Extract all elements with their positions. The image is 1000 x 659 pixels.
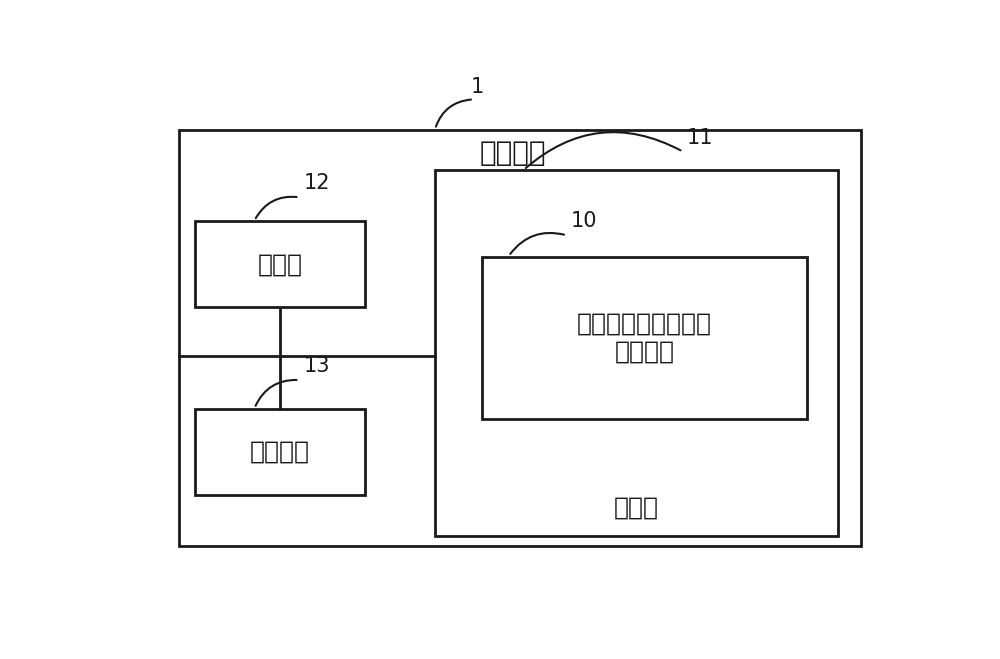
- Text: 1: 1: [471, 77, 484, 97]
- Text: 10: 10: [571, 212, 597, 231]
- Text: 基于人工智能的标签
标注程序: 基于人工智能的标签 标注程序: [577, 312, 712, 364]
- Text: 13: 13: [303, 356, 330, 376]
- Bar: [435, 171, 838, 536]
- Bar: [195, 409, 365, 495]
- Text: 存储器: 存储器: [614, 496, 659, 520]
- Text: 网络接口: 网络接口: [250, 440, 310, 464]
- Text: 电子设备: 电子设备: [479, 138, 546, 167]
- Text: 处理器: 处理器: [258, 252, 302, 276]
- Bar: [482, 257, 807, 419]
- Text: 11: 11: [687, 128, 713, 148]
- Bar: [179, 130, 861, 546]
- Text: 12: 12: [303, 173, 330, 193]
- Bar: [195, 221, 365, 307]
